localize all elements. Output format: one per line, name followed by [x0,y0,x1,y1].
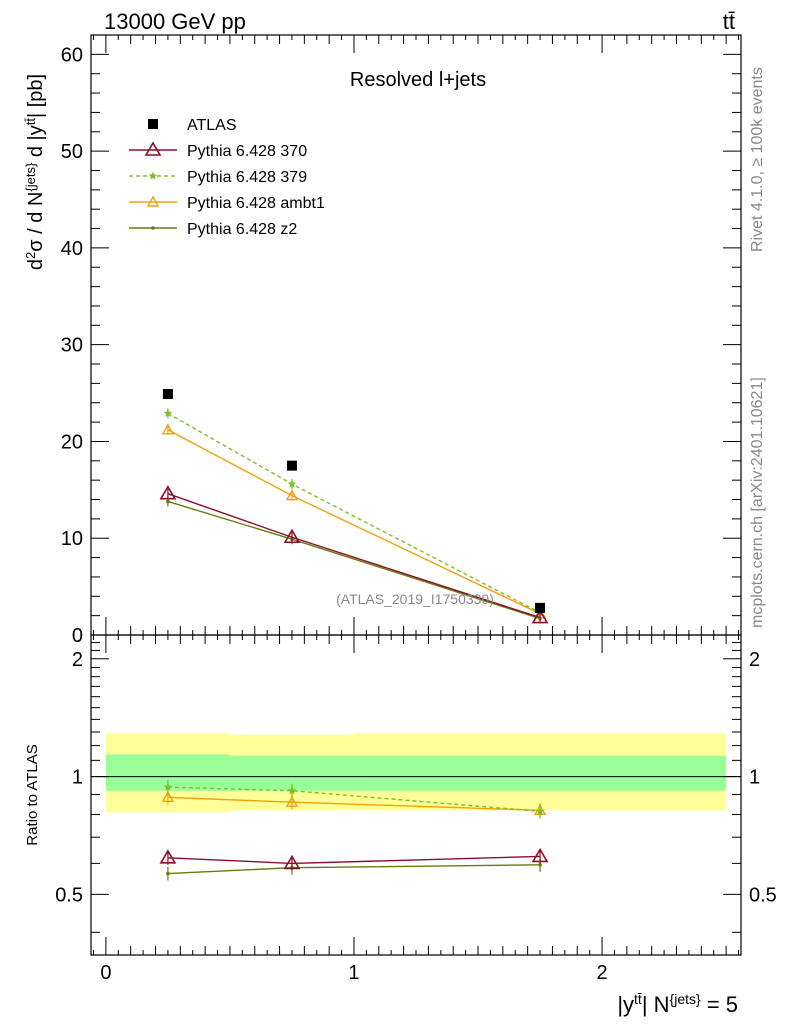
ratio-ytick-label-1: 1 [72,767,83,789]
legend-item-atlas: ATLAS [148,117,237,134]
process-label: tt̄ [723,9,735,34]
point-ratio-p370 [159,849,177,864]
legend-item-p370: Pythia 6.428 370 [129,141,307,160]
legend-marker-z2 [151,226,155,230]
energy-label: 13000 GeV pp [104,9,246,34]
point-ratio-p370 [531,847,549,863]
series-atlas [162,389,546,613]
point-main-p370 [283,528,301,544]
ratio-ytick-label-0.5: 0.5 [55,884,83,906]
point-ratio-z2 [538,863,542,867]
series-layer [159,389,549,881]
rivet-label: Rivet 4.1.0, ≥ 100k events [749,67,766,252]
point-main-p370 [159,485,177,500]
main-ytick-label-60: 60 [61,44,83,66]
ratio-ytick-right-label-1: 1 [749,767,760,789]
point-ratio-ambt1 [161,790,175,803]
point-ratio-ambt1 [285,795,299,807]
legend-marker-atlas [148,119,158,129]
x-axis-label: |ytt̄| N{jets} = 5 [617,991,738,1017]
legend: ATLAS Pythia 6.428 370 Pythia 6.428 379 Pyt… [129,117,325,238]
point-main-ambt1 [285,489,299,501]
line-main-ambt1 [167,429,541,615]
point-ratio-p379 [287,786,297,795]
legend-label-p370: Pythia 6.428 370 [187,143,307,160]
point-main-ambt1 [161,423,175,435]
svg-text:d2σ / d N{jets} d |ytt̄| [pb]: d2σ / d N{jets} d |ytt̄| [pb] [23,74,48,270]
main-ytick-label-50: 50 [61,141,83,163]
point-main-atlas [162,389,173,400]
main-ytick-label-0: 0 [72,625,83,647]
legend-label-z2: Pythia 6.428 z2 [187,221,297,238]
point-ratio-z2 [166,871,170,876]
ratio-ytick-right-label-0.5: 0.5 [749,884,777,906]
ratio-ytick-label-2: 2 [72,649,83,671]
ratio-ytick-right-label-2: 2 [749,649,760,671]
main-y-axis-label: d2σ / d N{jets} d |ytt̄| [pb] [23,74,48,270]
main-ytick-label-40: 40 [61,238,83,260]
point-main-atlas [286,460,297,471]
point-main-p379 [163,408,173,417]
main-ytick-label-10: 10 [61,528,83,550]
legend-label-ambt1: Pythia 6.428 ambt1 [187,195,325,212]
legend-marker-p370 [144,141,162,156]
main-ytick-label-20: 20 [61,431,83,453]
series-p370 [159,485,549,871]
line-ratio-p379 [167,786,541,813]
ratio-y-axis-label: Ratio to ATLAS [24,744,41,845]
legend-item-p379: Pythia 6.428 379 [129,169,307,186]
point-main-p370 [531,608,549,624]
xtick-label-1: 1 [348,962,359,984]
xtick-label-0: 0 [100,962,111,984]
band-inner-2 [353,755,727,791]
point-main-z2 [166,499,170,504]
line-ratio-z2 [167,864,541,875]
legend-item-ambt1: Pythia 6.428 ambt1 [129,195,325,212]
svg-text:|ytt̄| N{jets} = 5: |ytt̄| N{jets} = 5 [617,991,738,1017]
series-z2 [166,496,542,881]
legend-label-p379: Pythia 6.428 379 [187,169,307,186]
legend-item-z2: Pythia 6.428 z2 [129,221,297,238]
point-main-p379 [287,479,297,488]
mcplots-label: mcplots.cern.ch [arXiv:2401.10621] [749,377,766,628]
main-ytick-label-30: 30 [61,335,83,357]
point-ratio-p379 [163,782,173,791]
line-ratio-p370 [167,855,541,865]
legend-label-atlas: ATLAS [187,117,237,134]
point-ratio-p379 [535,806,545,815]
analysis-watermark: (ATLAS_2019_I1750330) [336,591,494,607]
legend-marker-ambt1 [146,195,160,207]
point-main-atlas [535,602,546,613]
ratio-uncertainty-bands [91,733,741,813]
legend-marker-p379 [148,171,158,180]
panel-title: Resolved l+jets [350,69,486,91]
xtick-label-2: 2 [597,962,608,984]
point-ratio-p370 [283,854,301,870]
